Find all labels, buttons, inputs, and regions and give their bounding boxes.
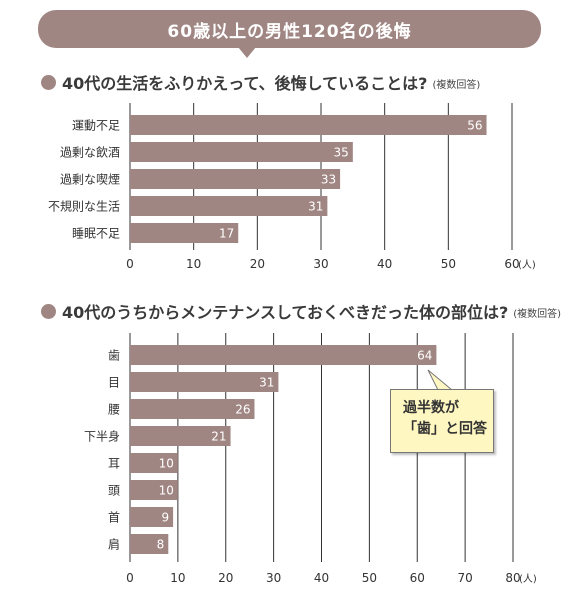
x-tick-label: 50	[441, 257, 456, 271]
question-1-text: 40代の生活をふりかえって、後悔していることは?	[62, 74, 428, 93]
bar	[130, 142, 353, 162]
x-tick-label: 10	[170, 571, 185, 585]
category-label: 睡眠不足	[72, 227, 120, 241]
bullet-dot-icon	[41, 74, 56, 90]
bar	[130, 426, 231, 446]
bar	[130, 169, 341, 189]
bar	[130, 534, 169, 554]
bullet-dot-icon	[41, 303, 56, 319]
category-label: 過剰な喫煙	[60, 173, 120, 187]
bar-value-label: 33	[321, 173, 336, 187]
x-tick-label: 0	[126, 257, 134, 271]
chart-body-parts: 0 10 20 30 40 50 60 70 80(人) 64 歯 31 目 26 腰 21 下半身 10 耳 10 頭…	[84, 333, 537, 585]
chart-regrets: 0 10 20 30 40 50 60(人) 56 運動不足 35 過剰な飲酒 33 過剰な喫煙 31 不規…	[48, 103, 536, 271]
category-label: 不規則な生活	[48, 199, 120, 214]
question-2-note: (複数回答)	[513, 309, 562, 320]
question-2-text: 40代のうちからメンテナンスしておくべきだった体の部位は?	[62, 303, 509, 322]
x-unit-label: (人)	[518, 259, 536, 271]
bar-value-label: 64	[417, 349, 432, 363]
x-tick-label: 40	[314, 571, 329, 585]
bar	[130, 507, 174, 527]
x-tick-label: 20	[218, 571, 233, 585]
category-label: 頭	[108, 484, 120, 498]
x-tick-label: 40	[377, 257, 392, 271]
x-tick-label: 60	[410, 571, 425, 585]
bar-value-label: 31	[308, 200, 323, 214]
bar-value-label: 21	[211, 430, 226, 444]
bar	[130, 223, 239, 243]
bar-value-label: 35	[334, 146, 349, 160]
callout-box: 過半数が 「歯」と回答	[390, 389, 494, 453]
x-tick-label: 20	[250, 257, 265, 271]
category-label: 目	[108, 376, 120, 390]
category-label: 運動不足	[72, 119, 120, 133]
callout-line-1: 過半数が	[403, 400, 459, 416]
bar	[130, 399, 255, 419]
bar-value-label: 10	[159, 484, 174, 498]
bar-value-label: 31	[259, 376, 274, 390]
category-label: 下半身	[84, 429, 120, 444]
x-tick-label: 0	[126, 571, 134, 585]
banner-title: 60歳以上の男性120名の後悔	[167, 21, 412, 42]
banner-pointer	[238, 47, 256, 58]
x-tick-label: 30	[266, 571, 281, 585]
category-label: 過剰な飲酒	[60, 145, 120, 160]
bar-value-label: 8	[157, 538, 165, 552]
bar	[130, 115, 487, 135]
x-tick-label: 10	[186, 257, 201, 271]
category-label: 歯	[108, 349, 120, 363]
category-label: 耳	[108, 457, 120, 471]
x-tick-label: 50	[362, 571, 377, 585]
x-tick-label: 60	[504, 257, 519, 271]
bar	[130, 372, 279, 392]
bar	[130, 196, 328, 216]
question-1-note: (複数回答)	[432, 80, 481, 91]
question-1: 40代の生活をふりかえって、後悔していることは? (複数回答)	[41, 70, 480, 94]
bar	[130, 480, 178, 500]
bar-value-label: 56	[467, 119, 482, 133]
question-2: 40代のうちからメンテナンスしておくべきだった体の部位は? (複数回答)	[41, 299, 561, 323]
bar	[130, 345, 437, 365]
bar	[130, 453, 178, 473]
bar-value-label: 10	[159, 457, 174, 471]
category-label: 腰	[108, 403, 120, 417]
category-label: 首	[108, 511, 120, 525]
x-tick-label: 80	[505, 571, 520, 585]
bar-value-label: 9	[161, 511, 169, 525]
header-banner: 60歳以上の男性120名の後悔	[38, 10, 541, 48]
callout-line-2: 「歯」と回答	[403, 421, 487, 437]
x-unit-label: (人)	[519, 573, 537, 585]
x-tick-label: 30	[313, 257, 328, 271]
x-tick-label: 70	[457, 571, 472, 585]
bar-value-label: 26	[235, 403, 250, 417]
category-label: 肩	[108, 537, 120, 552]
bar-value-label: 17	[219, 227, 234, 241]
